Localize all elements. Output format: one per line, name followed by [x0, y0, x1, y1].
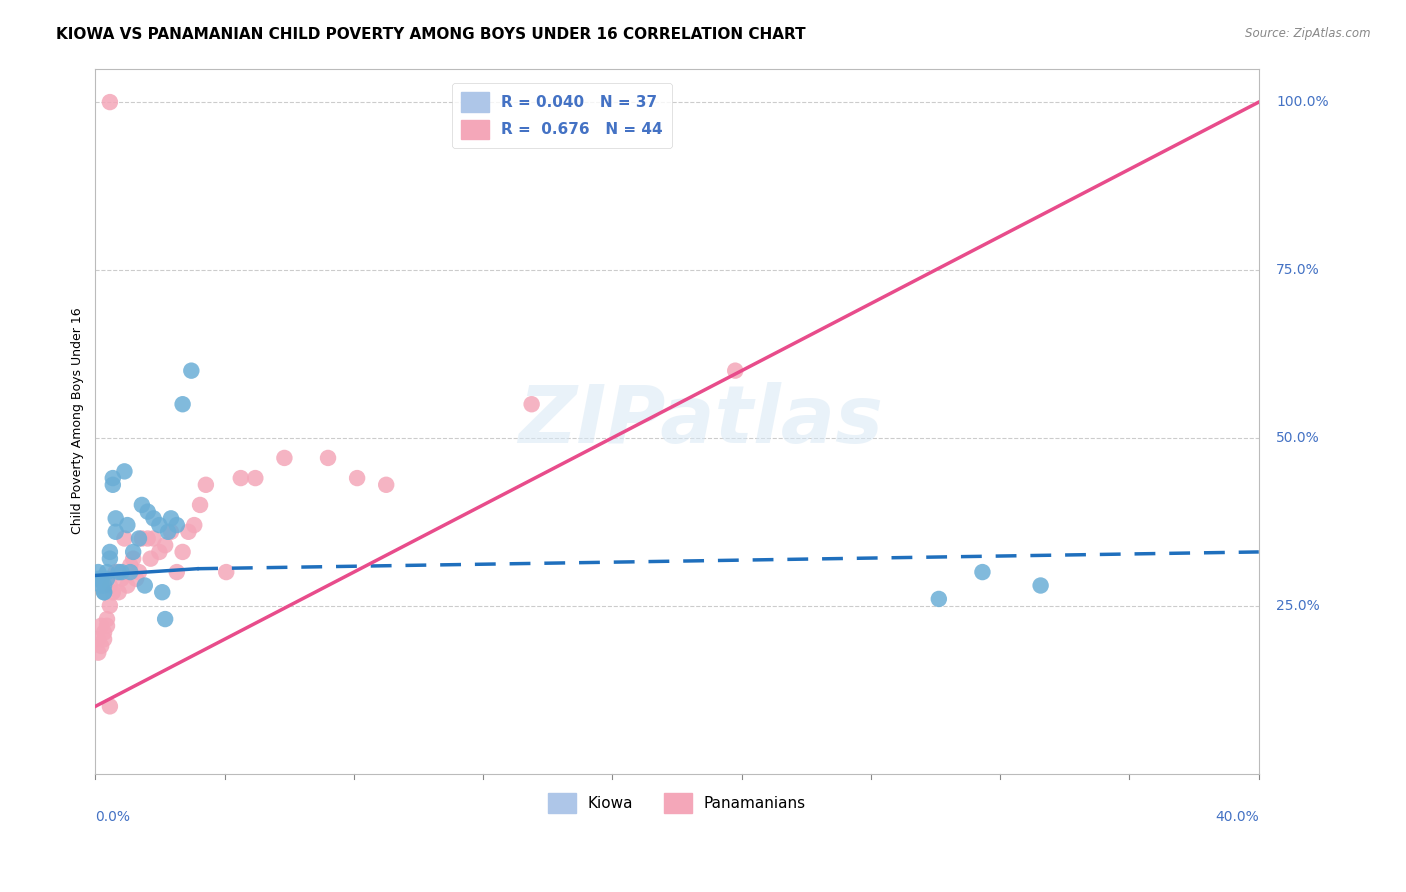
Legend: Kiowa, Panamanians: Kiowa, Panamanians — [543, 787, 813, 819]
Point — [93, 578, 115, 592]
Point — [117, 578, 139, 592]
Text: 50.0%: 50.0% — [1277, 431, 1320, 445]
Text: 0.0%: 0.0% — [96, 811, 131, 824]
Point — [972, 565, 994, 579]
Point — [93, 585, 115, 599]
Point — [273, 450, 295, 465]
Point — [98, 578, 121, 592]
Point — [148, 518, 170, 533]
Point — [188, 498, 211, 512]
Point — [96, 612, 118, 626]
Point — [139, 551, 162, 566]
Point — [177, 524, 200, 539]
Point — [157, 524, 180, 539]
Point — [87, 632, 110, 647]
Point — [90, 578, 112, 592]
Point — [172, 545, 194, 559]
Point — [101, 477, 124, 491]
Point — [98, 95, 121, 109]
Point — [96, 572, 118, 586]
Point — [96, 565, 118, 579]
Text: 100.0%: 100.0% — [1277, 95, 1329, 109]
Point — [93, 585, 115, 599]
Point — [87, 572, 110, 586]
Point — [125, 572, 148, 586]
Text: ZIPatlas: ZIPatlas — [517, 382, 883, 460]
Point — [101, 585, 124, 599]
Point — [346, 471, 368, 485]
Point — [98, 545, 121, 559]
Point — [110, 572, 132, 586]
Point — [122, 545, 145, 559]
Point — [120, 565, 142, 579]
Point — [98, 699, 121, 714]
Y-axis label: Child Poverty Among Boys Under 16: Child Poverty Among Boys Under 16 — [72, 308, 84, 534]
Point — [928, 591, 950, 606]
Point — [142, 511, 165, 525]
Point — [107, 565, 129, 579]
Point — [128, 532, 150, 546]
Point — [229, 471, 252, 485]
Point — [107, 585, 129, 599]
Point — [104, 524, 127, 539]
Point — [166, 518, 188, 533]
Point — [153, 538, 176, 552]
Point — [93, 632, 115, 647]
Point — [134, 578, 156, 592]
Point — [117, 518, 139, 533]
Point — [110, 565, 132, 579]
Point — [90, 619, 112, 633]
Point — [194, 477, 217, 491]
Point — [160, 524, 183, 539]
Point — [114, 532, 136, 546]
Text: KIOWA VS PANAMANIAN CHILD POVERTY AMONG BOYS UNDER 16 CORRELATION CHART: KIOWA VS PANAMANIAN CHILD POVERTY AMONG … — [56, 27, 806, 42]
Text: 75.0%: 75.0% — [1277, 263, 1320, 277]
Point — [245, 471, 267, 485]
Point — [122, 551, 145, 566]
Point — [87, 565, 110, 579]
Point — [131, 532, 153, 546]
Point — [120, 558, 142, 573]
Text: 25.0%: 25.0% — [1277, 599, 1320, 613]
Point — [90, 572, 112, 586]
Point — [136, 532, 159, 546]
Point — [172, 397, 194, 411]
Point — [107, 565, 129, 579]
Point — [180, 364, 202, 378]
Text: Source: ZipAtlas.com: Source: ZipAtlas.com — [1246, 27, 1371, 40]
Point — [316, 450, 339, 465]
Point — [142, 532, 165, 546]
Point — [93, 625, 115, 640]
Point — [166, 565, 188, 579]
Point — [114, 464, 136, 478]
Point — [101, 471, 124, 485]
Point — [98, 551, 121, 566]
Point — [153, 612, 176, 626]
Point — [87, 646, 110, 660]
Point — [104, 565, 127, 579]
Point — [104, 511, 127, 525]
Point — [131, 498, 153, 512]
Text: 40.0%: 40.0% — [1215, 811, 1258, 824]
Point — [375, 477, 398, 491]
Point — [183, 518, 205, 533]
Point — [724, 364, 747, 378]
Point — [136, 505, 159, 519]
Point — [90, 639, 112, 653]
Point — [148, 545, 170, 559]
Point — [98, 599, 121, 613]
Point — [150, 585, 173, 599]
Point — [215, 565, 238, 579]
Point — [1029, 578, 1052, 592]
Point — [96, 619, 118, 633]
Point — [520, 397, 543, 411]
Point — [128, 565, 150, 579]
Point — [160, 511, 183, 525]
